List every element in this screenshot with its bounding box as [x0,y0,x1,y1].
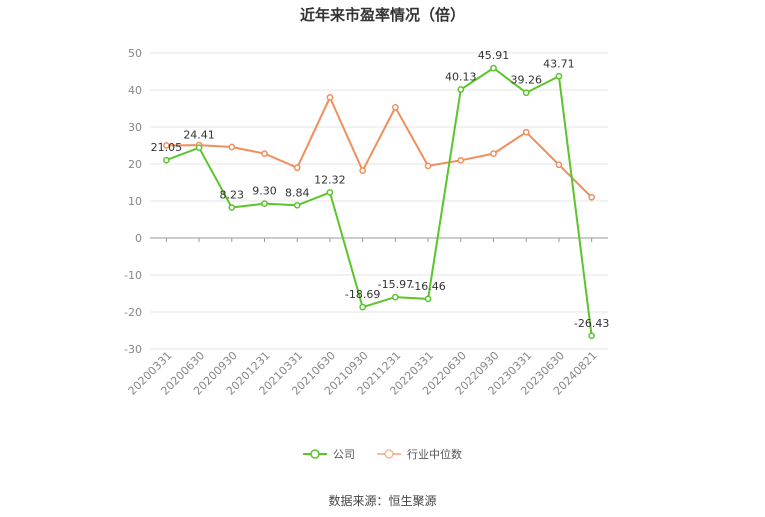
data-point [359,167,366,175]
legend-item[interactable]: 行业中位数 [377,446,462,462]
data-label: -15.97 [378,278,413,291]
data-label: 8.23 [220,189,245,202]
data-point [588,332,595,340]
legend-swatch-marker [310,449,320,459]
data-point [392,293,399,301]
chart-title: 近年来市盈率情况（倍） [299,6,465,24]
data-point [261,200,268,207]
data-point [522,89,530,97]
y-tick-label: 30 [128,121,142,134]
data-point [293,201,301,209]
data-label: 9.30 [252,185,277,198]
series-line-1 [166,94,593,199]
y-tick-label: 40 [128,84,142,97]
legend-swatch-marker [384,449,394,459]
data-label: 24.41 [183,129,215,142]
data-label: 8.84 [285,186,310,199]
data-point [555,161,563,169]
data-point [228,204,236,211]
legend-item[interactable]: 公司 [303,446,355,462]
data-point [392,104,399,111]
legend-label: 行业中位数 [407,448,462,461]
data-point [522,128,530,136]
data-point [490,64,497,72]
data-label: 39.26 [510,74,542,87]
data-label: 21.05 [151,141,183,154]
data-label: 45.91 [478,49,510,62]
y-tick-label: -30 [124,343,142,356]
data-point [588,193,595,201]
y-tick-label: 50 [128,47,142,60]
y-tick-label: -10 [124,269,142,282]
data-label: 43.71 [543,57,575,70]
y-tick-label: 10 [128,195,142,208]
data-label: 40.13 [445,71,477,84]
pe-ratio-chart: 50403020100-10-20-3020200331202006302020… [124,47,609,398]
data-point [228,143,236,151]
legend-swatch [303,449,327,459]
data-source-note: 数据来源：恒生聚源 [328,494,437,508]
y-tick-label: -20 [124,306,142,319]
data-point [424,162,432,170]
data-point [293,164,301,172]
data-label: 12.32 [314,173,346,186]
data-point [359,303,366,311]
data-point [163,156,170,164]
data-point [457,86,465,93]
legend-swatch [377,449,401,459]
data-point [424,295,432,303]
data-point [261,150,268,157]
data-point [326,94,334,101]
legend: 公司 行业中位数 [0,446,765,462]
data-point [163,142,170,149]
data-point [195,144,203,152]
y-tick-label: 20 [128,158,142,171]
y-tick-label: 0 [135,232,142,245]
data-point [457,156,465,164]
data-point [490,150,497,157]
data-label: -18.69 [345,288,380,301]
data-label: -16.46 [410,280,445,293]
data-label: -26.43 [574,317,609,330]
legend-label: 公司 [333,448,355,461]
series-line-0 [166,66,593,336]
data-point [555,72,563,80]
data-point [326,189,334,196]
